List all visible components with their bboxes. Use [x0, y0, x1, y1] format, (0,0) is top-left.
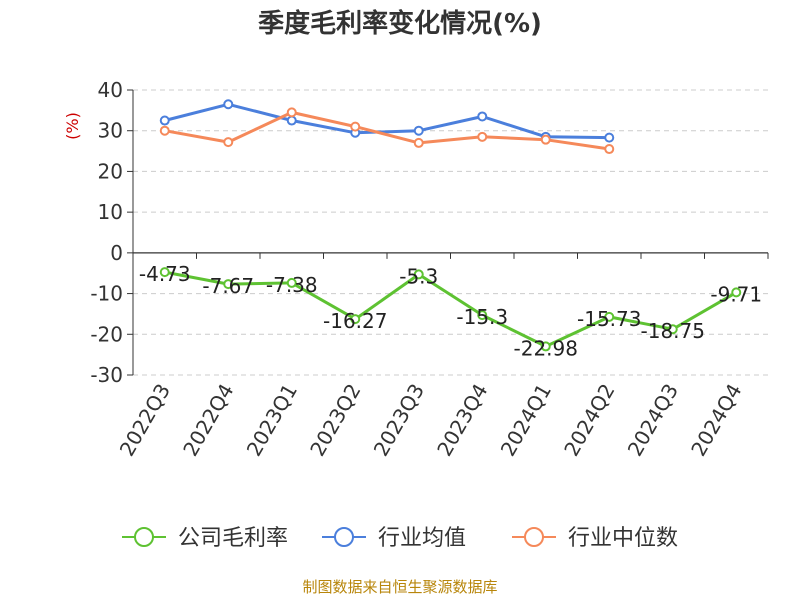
y-tick-labels: 40 30 20 10 0 -10 -20 -30 [90, 78, 123, 387]
legend-label: 行业均值 [378, 526, 466, 551]
data-label: -5.3 [399, 264, 438, 288]
data-point[interactable] [286, 277, 297, 288]
y-tick-label: 20 [98, 159, 123, 183]
source-note: 制图数据来自恒生聚源数据库 [302, 578, 497, 596]
legend-marker [334, 527, 354, 547]
x-tick-label: 2024Q2 [559, 380, 619, 461]
x-tick-labels: 2022Q3 2022Q4 2023Q1 2023Q2 2023Q3 2023Q4 2024… [115, 380, 747, 461]
data-point[interactable] [540, 341, 551, 352]
y-tick-label: -20 [90, 322, 123, 346]
axes [127, 89, 769, 376]
data-point[interactable] [477, 310, 488, 321]
data-label: -9.71 [710, 282, 762, 306]
x-tick-label: 2023Q4 [432, 380, 492, 461]
series-lines [159, 99, 742, 352]
data-point[interactable] [159, 125, 170, 136]
y-tick-label: 10 [98, 200, 123, 224]
legend-label: 公司毛利率 [178, 526, 288, 551]
data-point[interactable] [540, 134, 551, 145]
data-point[interactable] [286, 115, 297, 126]
legend-item[interactable]: 行业中位数 [512, 526, 678, 551]
y-axis-label: (%) [63, 112, 82, 140]
data-point[interactable] [731, 287, 742, 298]
legend-item[interactable]: 行业均值 [322, 526, 466, 551]
data-labels: -4.73 -7.67 -7.38-16.27 -5.3 -15.3-22.98 -15.… [139, 262, 762, 360]
data-label: -7.67 [202, 274, 254, 298]
data-point[interactable] [286, 107, 297, 118]
legend[interactable]: 公司毛利率 行业均值 行业中位数 [122, 526, 678, 551]
data-point[interactable] [477, 111, 488, 122]
series-line-2 [164, 110, 610, 151]
data-label: -16.27 [323, 309, 387, 333]
data-point[interactable] [604, 132, 615, 143]
data-point[interactable] [223, 99, 234, 110]
x-tick-label: 2022Q4 [178, 380, 238, 461]
legend-marker [524, 527, 544, 547]
data-point[interactable] [223, 137, 234, 148]
data-point[interactable] [350, 314, 361, 325]
data-point[interactable] [350, 121, 361, 132]
data-label: -15.3 [456, 305, 508, 329]
series-line-1 [164, 102, 610, 140]
data-label: -18.75 [641, 319, 705, 343]
y-tick-label: 0 [110, 241, 123, 265]
data-point[interactable] [604, 311, 615, 322]
x-tick-label: 2024Q4 [686, 380, 746, 461]
data-point[interactable] [159, 115, 170, 126]
legend-item[interactable]: 公司毛利率 [122, 526, 288, 551]
data-label: -4.73 [139, 262, 191, 286]
data-point[interactable] [667, 324, 678, 335]
x-tick-label: 2023Q1 [242, 380, 302, 461]
data-point[interactable] [159, 267, 170, 278]
data-point[interactable] [413, 125, 424, 136]
data-label: -22.98 [514, 336, 578, 360]
y-tick-label: 30 [98, 119, 123, 143]
x-tick-label: 2023Q2 [305, 380, 365, 461]
x-tick-label: 2024Q1 [496, 380, 556, 461]
series-line-0 [164, 270, 738, 348]
data-point[interactable] [413, 269, 424, 280]
data-point[interactable] [477, 131, 488, 142]
data-point[interactable] [413, 137, 424, 148]
y-tick-label: 40 [98, 78, 123, 102]
y-tick-label: -10 [90, 282, 123, 306]
legend-marker [134, 527, 154, 547]
data-point[interactable] [604, 144, 615, 155]
chart-title: 季度毛利率变化情况(%) [258, 8, 542, 39]
legend-label: 行业中位数 [568, 526, 678, 551]
y-tick-label: -30 [90, 363, 123, 387]
data-point[interactable] [223, 279, 234, 290]
x-tick-label: 2022Q3 [115, 380, 175, 461]
data-label: -7.38 [266, 273, 318, 297]
data-label: -15.73 [577, 307, 641, 331]
x-tick-label: 2023Q3 [369, 380, 429, 461]
x-tick-label: 2024Q3 [623, 380, 683, 461]
